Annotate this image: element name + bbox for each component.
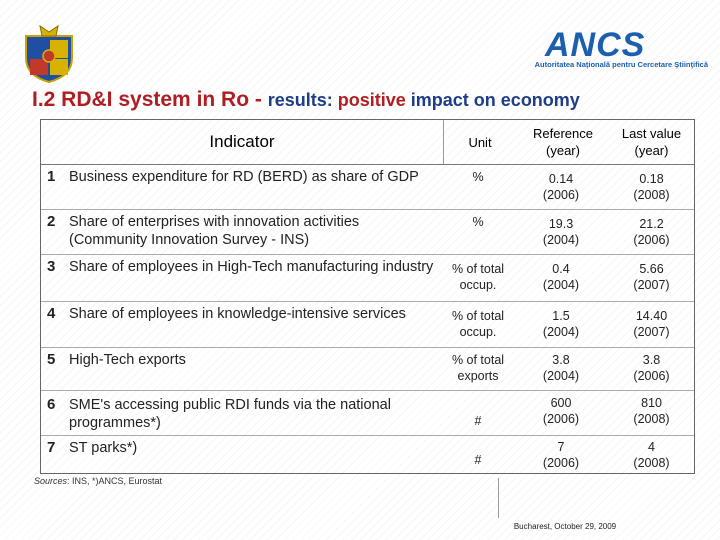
row-number: 7 [47,439,56,456]
row-unit: % of total exports [451,353,505,383]
row-indicator: Share of employees in High-Tech manufact… [69,259,434,275]
ancs-logo-subtitle: Autoritatea Naţională pentru Cercetare Ş… [534,60,708,69]
row-unit: % of total occup. [451,262,505,292]
ancs-logo: ANCS [545,26,646,64]
row-number: 4 [47,305,56,322]
header-indicator: Indicator [209,132,275,151]
table-row: 5 High-Tech exports % of total exports 3… [41,348,694,391]
title-main: I.2 RD&I system in Ro - [32,88,268,111]
row-indicator: Share of employees in knowledge-intensiv… [69,306,406,322]
title-positive: positive [337,90,406,110]
header-unit: Unit [468,134,492,150]
row-last-value: 21.2 (2006) [633,217,670,247]
row-unit: % [472,215,484,229]
row-number: 5 [47,351,56,368]
slide-title: I.2 RD&I system in Ro - results: positiv… [32,88,580,112]
row-number: 6 [47,396,56,413]
row-indicator: SME's accessing public RDI funds via the… [69,397,391,431]
row-reference: 600 (2006) [542,396,580,426]
row-last-value: 0.18 (2008) [633,172,670,202]
row-number: 2 [47,213,56,230]
row-indicator: Business expenditure for RD (BERD) as sh… [69,169,419,185]
table-header: Indicator Unit Reference (year) Last val… [41,120,694,165]
row-reference: 1.5 (2004) [542,309,580,339]
row-reference: 0.4 (2004) [542,262,580,292]
footer-date: Bucharest, October 29, 2009 [513,522,617,531]
row-indicator: Share of enterprises with innovation act… [69,214,360,248]
row-unit: # [474,414,482,428]
row-reference: 7 (2006) [542,440,580,470]
row-number: 1 [47,168,56,185]
row-unit: % of total occup. [451,309,505,339]
row-last-value: 3.8 (2006) [633,353,670,383]
row-indicator: High-Tech exports [69,352,186,368]
table-row: 2 Share of enterprises with innovation a… [41,210,694,255]
row-reference: 19.3 (2004) [542,217,580,247]
row-indicator: ST parks*) [69,440,138,456]
row-reference: 0.14 (2006) [542,172,580,202]
romania-coat-of-arms-icon [25,24,73,84]
table-row: 6 SME's accessing public RDI funds via t… [41,391,694,436]
row-unit: % [472,170,484,184]
row-reference: 3.8 (2004) [542,353,580,383]
title-colon: : [326,90,338,110]
row-last-value: 810 (2008) [633,396,670,426]
indicators-table: Indicator Unit Reference (year) Last val… [40,119,695,474]
table-row: 4 Share of employees in knowledge-intens… [41,302,694,348]
header-last-value: Last value (year) [621,126,682,158]
row-number: 3 [47,258,56,275]
row-last-value: 14.40 (2007) [633,309,670,339]
header-reference: Reference (year) [533,126,593,158]
title-rest: impact on economy [405,90,580,110]
table-row: 7 ST parks*) # 7 (2006) 4 (2008) [41,436,694,473]
row-unit: # [474,453,482,467]
row-last-value: 5.66 (2007) [633,262,670,292]
table-row: 1 Business expenditure for RD (BERD) as … [41,165,694,210]
table-row: 3 Share of employees in High-Tech manufa… [41,255,694,302]
sources-note: Sources: INS, *)ANCS, Eurostat [34,476,163,486]
title-results: results [267,90,327,110]
row-last-value: 4 (2008) [633,440,670,470]
